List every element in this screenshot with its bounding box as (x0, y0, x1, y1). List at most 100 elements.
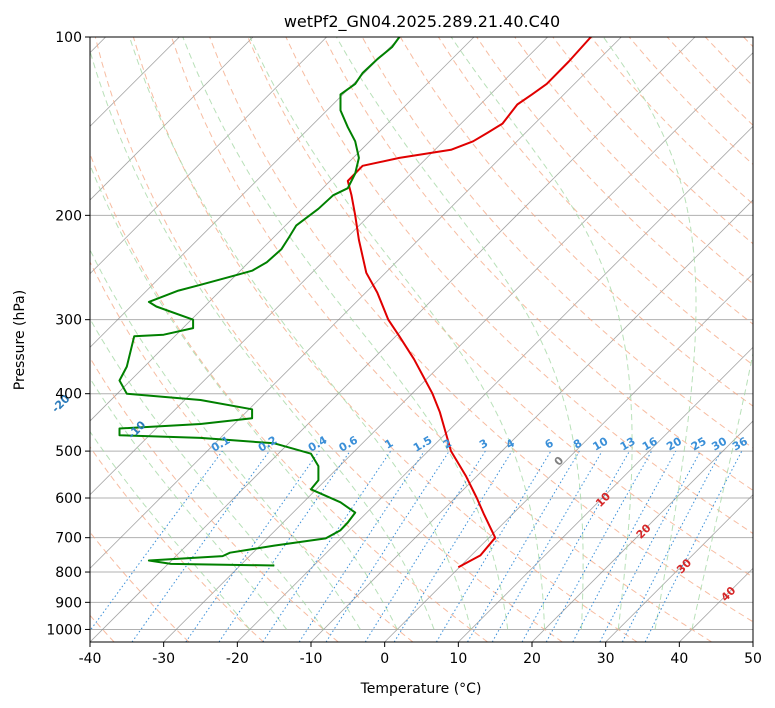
x-tick-label: 0 (380, 651, 389, 667)
dry-adiabat-line (90, 260, 414, 642)
isotherm-line (90, 37, 622, 569)
x-tick-label: -10 (300, 651, 323, 667)
dry-adiabat-line (90, 356, 339, 642)
isotherm-line (90, 37, 254, 201)
dry-adiabat-line (94, 37, 563, 642)
isotherm-line (531, 420, 753, 642)
dry-adiabat-line (285, 37, 753, 535)
mixing-ratio-line (572, 450, 677, 642)
dewpoint-profile-line (118, 37, 401, 567)
dry-adiabat-line (171, 37, 712, 642)
dry-adiabat-line (666, 37, 753, 126)
isotherm-line (237, 125, 753, 642)
isotherm-line (310, 199, 753, 642)
mixing-ratio-line (435, 450, 552, 642)
isotherm-line (384, 273, 753, 642)
dry-adiabat-line (704, 37, 753, 87)
plot-frame (89, 36, 754, 643)
dry-adiabat-line (90, 531, 190, 642)
mixing-ratio-label: 2 (441, 437, 454, 452)
wetbulb-label: 20 (634, 521, 654, 541)
axes: -40 -30 -20 -10 0 10 20 30 40 5010009008007006005… (46, 30, 762, 667)
mixing-ratio-label: 6 (543, 436, 556, 451)
x-tick-label: -40 (79, 651, 102, 667)
x-tick-label: 40 (670, 651, 688, 667)
dry-adiabat-line (552, 37, 753, 245)
mixing-ratio-line (393, 450, 513, 642)
isotherm-line (605, 494, 753, 642)
mixing-ratio-line (298, 450, 425, 642)
x-tick-label: 50 (744, 651, 762, 667)
wetbulb-label: 10 (593, 490, 613, 510)
x-tick-label: 20 (523, 651, 541, 667)
isotherm-line (90, 37, 327, 275)
x-tick-label: -20 (226, 651, 249, 667)
x-tick-label: 30 (597, 651, 615, 667)
dry-adiabat-line (209, 37, 753, 623)
mixing-ratio-line (185, 450, 320, 642)
y-tick-label: 400 (55, 387, 82, 403)
mixing-ratio-label: 4 (504, 436, 517, 451)
x-tick-label: -30 (152, 651, 175, 667)
moist-adiabat-line (129, 37, 472, 630)
isotherm-line (458, 346, 753, 642)
isoline-labels: 0.10.20.40.611.52346810131620253036-100-… (49, 392, 750, 604)
mixing-ratio-line (521, 450, 630, 642)
isotherm-line (90, 37, 401, 348)
dry-adiabat-line (90, 152, 488, 642)
dry-adiabat-line (132, 37, 638, 642)
wetbulb-label: 30 (674, 556, 694, 576)
dry-adiabat-line (247, 37, 753, 578)
isotherm-line (90, 37, 696, 642)
moist-adiabat-line (90, 430, 251, 630)
temperature-profile-line (346, 37, 592, 569)
moist-adiabat-line (249, 37, 546, 630)
isotherm-line (90, 37, 548, 496)
mixing-ratio-label: 3 (477, 437, 490, 452)
dry-adiabat-line (90, 446, 264, 642)
isotherm-line (90, 37, 475, 422)
y-tick-label: 500 (55, 444, 82, 460)
moist-adiabat-line (602, 37, 697, 630)
moist-adiabat-line (90, 163, 398, 630)
mixing-ratio-line (599, 450, 701, 642)
moist-adiabat-line (335, 37, 584, 630)
y-tick-label: 800 (55, 565, 82, 581)
moist-adiabat-line (182, 37, 509, 630)
series-layer (118, 37, 592, 569)
dry-adiabat-label: -10 (125, 418, 148, 441)
mixing-ratio-line (218, 450, 351, 642)
mixing-ratio-line (545, 450, 653, 642)
background-lines (90, 37, 753, 642)
y-tick-label: 300 (55, 313, 82, 329)
y-axis-label: Pressure (hPa) (12, 290, 28, 390)
mixing-ratio-line (262, 450, 392, 642)
isotherm-line (752, 641, 753, 642)
dry-adiabat-line (323, 37, 753, 491)
y-tick-label: 200 (55, 208, 82, 224)
moist-adiabat-line (691, 350, 753, 630)
dry-adiabat-line (590, 37, 753, 205)
chart-title: wetPf2_GN04.2025.289.21.40.C40 (284, 12, 560, 32)
wetbulb-label: 40 (718, 584, 738, 604)
dry-adiabat-line (476, 37, 753, 325)
mixing-ratio-line (90, 450, 223, 632)
dry-adiabat-line (514, 37, 753, 285)
x-tick-label: 10 (449, 651, 467, 667)
wetbulb-label: 0 (552, 454, 567, 469)
y-tick-label: 700 (55, 531, 82, 547)
y-tick-label: 600 (55, 491, 82, 507)
dry-adiabat-line (437, 37, 753, 366)
x-axis-label: Temperature (°C) (360, 681, 482, 697)
moist-adiabat-line (90, 377, 288, 630)
moist-adiabat-line (90, 317, 324, 630)
moist-adiabat-line (90, 49, 435, 630)
isotherm-line (679, 567, 753, 642)
dry-adiabat-line (743, 37, 753, 48)
y-tick-label: 1000 (46, 622, 82, 638)
isotherm-line (163, 52, 753, 642)
mixing-ratio-line (325, 450, 450, 642)
moist-adiabat-line (450, 37, 633, 630)
mixing-ratio-line (644, 450, 743, 642)
